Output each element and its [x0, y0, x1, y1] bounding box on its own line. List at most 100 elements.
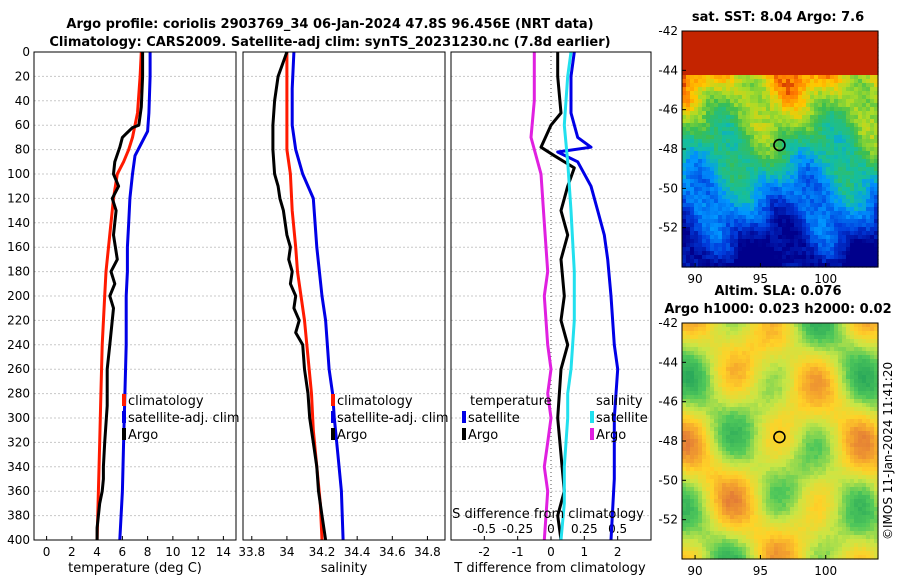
map-cell [802, 139, 807, 144]
map-cell [738, 435, 743, 440]
map-cell [806, 411, 811, 416]
map-cell [822, 259, 827, 264]
map-cell [818, 403, 823, 408]
map-cell [738, 387, 743, 392]
map-cell [774, 119, 779, 124]
map-cell [870, 63, 875, 68]
map-cell [686, 239, 691, 244]
map-cell [830, 183, 835, 188]
map-cell [762, 31, 767, 36]
map-cell [850, 327, 855, 332]
map-cell [846, 211, 851, 216]
map-cell [718, 55, 723, 60]
map-cell [694, 223, 699, 228]
map-cell [738, 367, 743, 372]
map-cell [814, 395, 819, 400]
map-cell [866, 427, 871, 432]
map-cell [718, 131, 723, 136]
map-cell [754, 139, 759, 144]
map-cell [714, 391, 719, 396]
map-cell [874, 143, 879, 148]
map-cell [702, 79, 707, 84]
map-cell [806, 215, 811, 220]
map-cell [686, 95, 691, 100]
map-cell [802, 451, 807, 456]
map-cell [874, 155, 879, 160]
y-tick-label: 320 [7, 435, 30, 449]
map-cell [734, 211, 739, 216]
map-cell [866, 471, 871, 476]
map-cell [726, 439, 731, 444]
map-cell [842, 39, 847, 44]
map-cell [818, 379, 823, 384]
map-cell [790, 199, 795, 204]
map-cell [866, 235, 871, 240]
map-cell [730, 451, 735, 456]
map-cell [798, 95, 803, 100]
map-cell [786, 203, 791, 208]
map-cell [862, 119, 867, 124]
map-cell [826, 115, 831, 120]
map-cell [870, 183, 875, 188]
map-cell [794, 379, 799, 384]
map-cell [690, 123, 695, 128]
map-cell [754, 79, 759, 84]
map-cell [862, 431, 867, 436]
map-cell [794, 395, 799, 400]
map-cell [722, 123, 727, 128]
map-cell [738, 363, 743, 368]
map-cell [738, 455, 743, 460]
map-cell [866, 155, 871, 160]
map-cell [794, 387, 799, 392]
map-cell [854, 459, 859, 464]
map-cell [754, 71, 759, 76]
map-cell [766, 451, 771, 456]
map-cell [850, 35, 855, 40]
map-cell [874, 423, 879, 428]
map-cell [702, 451, 707, 456]
map-cell [790, 215, 795, 220]
map-cell [846, 151, 851, 156]
map-cell [866, 75, 871, 80]
map-cell [806, 423, 811, 428]
map-cell [714, 423, 719, 428]
map-cell [702, 135, 707, 140]
map-cell [854, 439, 859, 444]
map-cell [790, 87, 795, 92]
map-cell [838, 355, 843, 360]
map-cell [754, 383, 759, 388]
map-cell [798, 55, 803, 60]
map-cell [690, 211, 695, 216]
map-cell [826, 167, 831, 172]
map-cell [710, 39, 715, 44]
map-cell [702, 39, 707, 44]
map-cell [846, 351, 851, 356]
map-cell [730, 399, 735, 404]
map-cell [810, 355, 815, 360]
map-cell [850, 159, 855, 164]
map-cell [822, 135, 827, 140]
map-cell [842, 447, 847, 452]
map-cell [798, 147, 803, 152]
map-cell [702, 51, 707, 56]
map-cell [718, 191, 723, 196]
map-cell [814, 443, 819, 448]
map-cell [698, 107, 703, 112]
map-cell [782, 79, 787, 84]
map-cell [774, 215, 779, 220]
map-cell [822, 367, 827, 372]
map-cell [850, 347, 855, 352]
map-cell [794, 343, 799, 348]
map-cell [722, 171, 727, 176]
map-cell [702, 471, 707, 476]
map-cell [710, 455, 715, 460]
map-cell [866, 443, 871, 448]
map-cell [822, 471, 827, 476]
map-cell [798, 243, 803, 248]
map-cell [874, 223, 879, 228]
map-cell [786, 251, 791, 256]
map-cell [838, 443, 843, 448]
map-cell [870, 175, 875, 180]
map-cell [726, 143, 731, 148]
map-cell [754, 47, 759, 52]
